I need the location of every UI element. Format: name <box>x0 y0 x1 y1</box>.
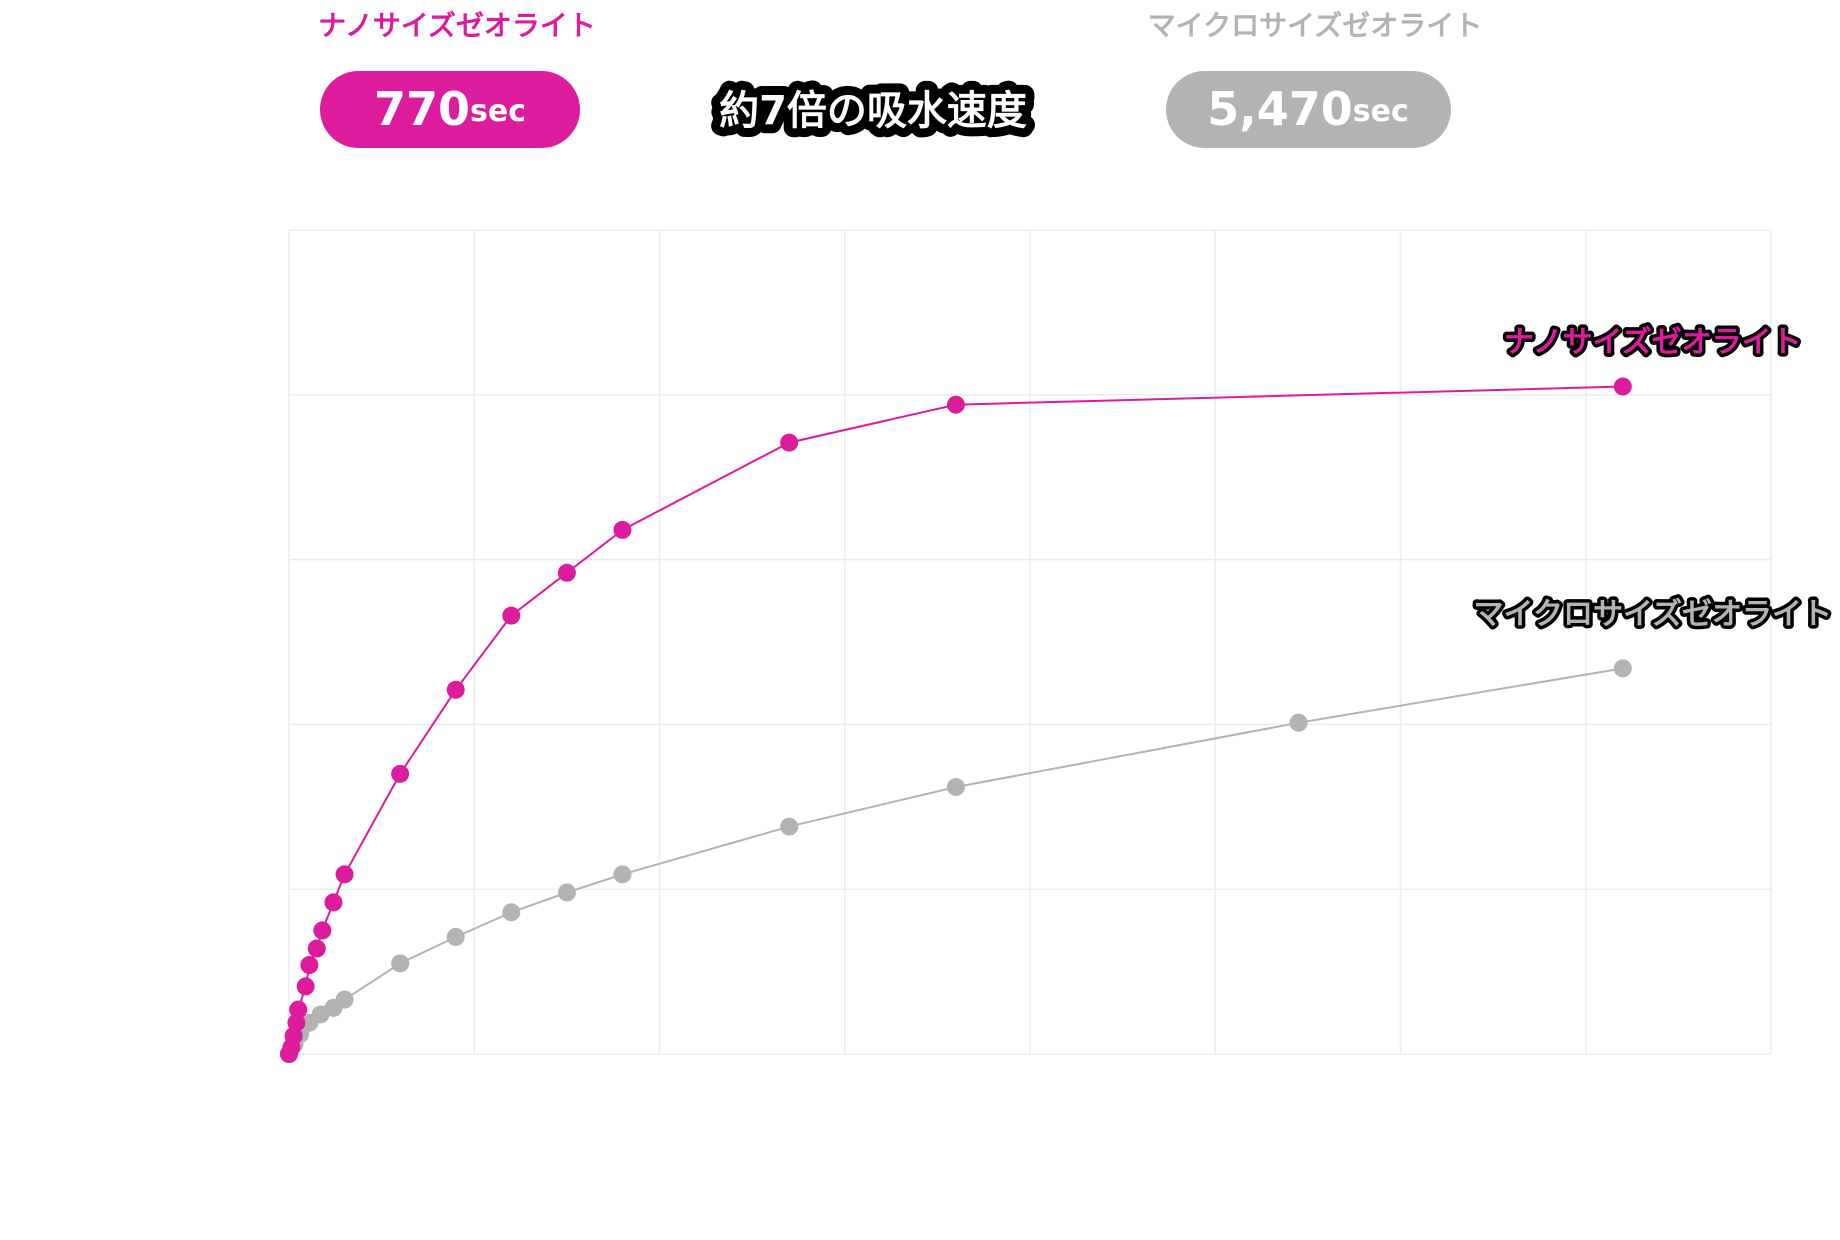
series-label: ナノサイズゼオライト <box>1504 325 1802 360</box>
badge-text: 770sec <box>374 82 526 136</box>
badge <box>320 71 580 148</box>
data-point <box>307 939 326 958</box>
data-point <box>335 865 354 884</box>
headline: 約7倍の吸水速度 <box>719 88 1027 134</box>
data-point <box>780 817 799 836</box>
data-point <box>335 990 354 1009</box>
series-line <box>288 385 1623 1055</box>
data-point <box>613 520 632 539</box>
badge <box>1166 71 1451 148</box>
badge-text: 5,470sec <box>1207 82 1409 136</box>
badge-caption: マイクロサイズゼオライト <box>1148 9 1483 42</box>
badge-caption: ナノサイズゼオライト <box>318 9 596 42</box>
data-point <box>296 977 315 996</box>
data-point <box>502 903 521 922</box>
data-point <box>780 433 799 452</box>
data-point <box>287 1013 306 1032</box>
data-point <box>324 893 343 912</box>
data-point <box>446 680 465 699</box>
data-point <box>946 395 965 414</box>
data-point <box>313 921 332 940</box>
data-point <box>613 865 632 884</box>
data-point <box>391 764 410 783</box>
badge-value: 770 <box>374 82 470 136</box>
data-point <box>502 606 521 625</box>
badge-value: 5,470 <box>1207 82 1353 136</box>
data-point <box>446 927 465 946</box>
data-point <box>1613 377 1632 396</box>
badge-unit: sec <box>1353 94 1409 129</box>
badge-unit: sec <box>470 94 526 129</box>
series-line <box>288 667 1623 1055</box>
data-point <box>391 954 410 973</box>
data-point <box>557 883 576 902</box>
data-point <box>300 956 319 975</box>
data-point <box>289 1000 308 1019</box>
data-point <box>1289 713 1308 732</box>
data-point <box>946 778 965 797</box>
series-label: マイクロサイズゼオライト <box>1474 597 1833 632</box>
data-point <box>557 563 576 582</box>
data-point <box>1613 659 1632 678</box>
